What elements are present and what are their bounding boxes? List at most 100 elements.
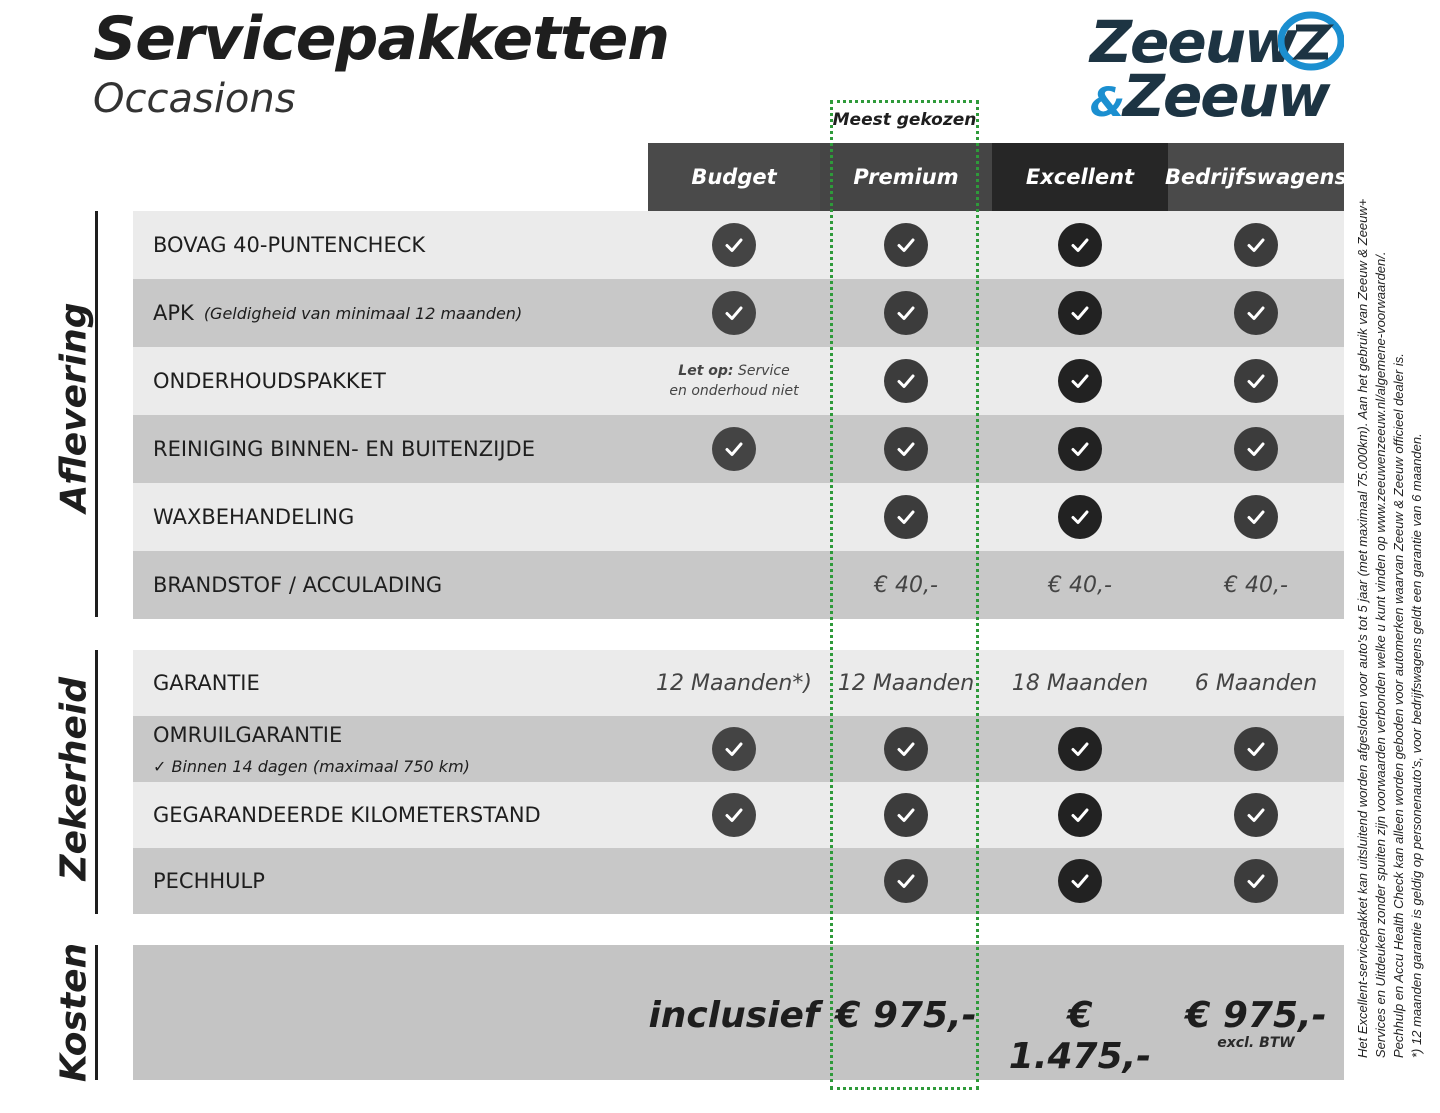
row-label: GEGARANDEERDE KILOMETERSTAND (153, 782, 541, 848)
cell-bedrijfswagens (1168, 279, 1344, 347)
cell-excellent (992, 415, 1168, 483)
check-icon (1234, 223, 1278, 267)
check-icon (884, 859, 928, 903)
logo-z-icon (1278, 11, 1344, 71)
page-subtitle: Occasions (93, 76, 296, 122)
cell-budget (648, 782, 820, 848)
footnote: *) 12 maanden garantie is geldig op pers… (1409, 433, 1424, 1058)
cell-bedrijfswagens (1168, 782, 1344, 848)
check-icon (884, 359, 928, 403)
column-header-bedrijfswagens: Bedrijfswagens (1165, 143, 1347, 211)
check-icon (712, 291, 756, 335)
price-bedrijfswagens: € 975,- (1185, 995, 1327, 1036)
row-label: APK (Geldigheid van minimaal 12 maanden) (153, 279, 522, 347)
table-row: BOVAG 40-PUNTENCHECK (133, 211, 1344, 279)
row-label-text: APK (153, 301, 194, 325)
table-row: REINIGING BINNEN- EN BUITENZIJDE (133, 415, 1344, 483)
row-label: OMRUILGARANTIE ✓ Binnen 14 dagen (maximaa… (153, 716, 470, 782)
cell-bedrijfswagens (1168, 483, 1344, 551)
cell-budget (648, 716, 820, 782)
check-icon (712, 727, 756, 771)
table-row: ONDERHOUDSPAKKET Let op: Service en onder… (133, 347, 1344, 415)
section-divider (95, 945, 98, 1080)
section-divider (95, 650, 98, 914)
row-label-text: WAXBEHANDELING (153, 505, 355, 529)
cell-excellent: € 40,- (1048, 572, 1112, 598)
row-label: GARANTIE (153, 650, 260, 716)
row-label-text: ONDERHOUDSPAKKET (153, 369, 386, 393)
cell-premium (820, 483, 992, 551)
cell-budget (648, 279, 820, 347)
price-note: excl. BTW (1217, 1035, 1295, 1051)
cell-excellent (992, 279, 1168, 347)
cost-row (133, 945, 1344, 1080)
check-icon (1234, 427, 1278, 471)
cell-budget (648, 551, 820, 619)
note-text: Service en onderhoud niet (669, 363, 799, 399)
cell-premium: 12 Maanden (837, 670, 975, 696)
row-label: REINIGING BINNEN- EN BUITENZIJDE (153, 415, 535, 483)
check-icon (1234, 359, 1278, 403)
check-icon (712, 793, 756, 837)
table-row: PECHHULP (133, 848, 1344, 914)
row-label-text: BOVAG 40-PUNTENCHECK (153, 233, 426, 257)
cell-budget (648, 415, 820, 483)
cell-premium (820, 716, 992, 782)
cell-bedrijfswagens (1168, 848, 1344, 914)
logo-amp: & (1090, 80, 1125, 126)
row-label: BOVAG 40-PUNTENCHECK (153, 211, 425, 279)
check-icon (1058, 427, 1102, 471)
cell-excellent (992, 782, 1168, 848)
check-icon (712, 427, 756, 471)
cell-premium: € 40,- (874, 572, 938, 598)
table-row: WAXBEHANDELING (133, 483, 1344, 551)
check-icon (1234, 291, 1278, 335)
check-icon (884, 793, 928, 837)
row-label: ONDERHOUDSPAKKET (153, 347, 386, 415)
check-icon (884, 223, 928, 267)
row-sublabel: (Geldigheid van minimaal 12 maanden) (203, 303, 523, 323)
cell-bedrijfswagens: 6 Maanden (1194, 670, 1318, 696)
check-icon (1058, 793, 1102, 837)
check-icon (1058, 291, 1102, 335)
row-label-text: PECHHULP (153, 869, 265, 893)
check-icon (1058, 859, 1102, 903)
footnotes: Het Excellent-servicepakket kan uitsluit… (1354, 199, 1426, 1058)
cell-bedrijfswagens (1168, 347, 1344, 415)
cell-bedrijfswagens (1168, 415, 1344, 483)
cell-premium (820, 782, 992, 848)
cell-premium (820, 848, 992, 914)
cell-budget: Let op: Service en onderhoud niet (648, 347, 820, 415)
cell-bedrijfswagens (1168, 716, 1344, 782)
table-row: BRANDSTOF / ACCULADING € 40,- € 40,- € 40,- (133, 551, 1344, 619)
check-icon (884, 291, 928, 335)
cell-budget: 12 Maanden*) (656, 670, 812, 696)
note-bold: Let op: (678, 363, 734, 379)
check-icon (1058, 727, 1102, 771)
price-budget: inclusief (648, 995, 820, 1036)
row-label: BRANDSTOF / ACCULADING (153, 551, 442, 619)
section-divider (95, 211, 98, 617)
row-label-text: GARANTIE (153, 671, 260, 695)
cell-excellent: 18 Maanden (1011, 670, 1149, 696)
row-label: PECHHULP (153, 848, 265, 914)
footnote: Services en Uitdeuken zonder spuiten zij… (1373, 251, 1388, 1058)
check-icon (884, 727, 928, 771)
check-icon (712, 223, 756, 267)
price-excellent: € 1.475,- (1008, 995, 1152, 1077)
page-title: Servicepakketten (93, 4, 670, 74)
row-sublabel: ✓ Binnen 14 dagen (maximaal 750 km) (153, 756, 470, 776)
logo-line2: Zeeuw (1122, 62, 1331, 130)
table-row: GEGARANDEERDE KILOMETERSTAND (133, 782, 1344, 848)
footnote: Pechhulp en Accu Health Check kan alleen… (1391, 353, 1406, 1058)
cell-bedrijfswagens (1168, 211, 1344, 279)
table-row: OMRUILGARANTIE ✓ Binnen 14 dagen (maximaa… (133, 716, 1344, 782)
cell-budget (648, 211, 820, 279)
check-icon (1234, 495, 1278, 539)
cell-budget (648, 848, 820, 914)
most-chosen-badge: Meest gekozen (832, 110, 977, 130)
cell-premium (820, 415, 992, 483)
row-label-text: GEGARANDEERDE KILOMETERSTAND (153, 803, 541, 827)
check-icon (1234, 793, 1278, 837)
column-header-premium: Premium (820, 143, 992, 211)
